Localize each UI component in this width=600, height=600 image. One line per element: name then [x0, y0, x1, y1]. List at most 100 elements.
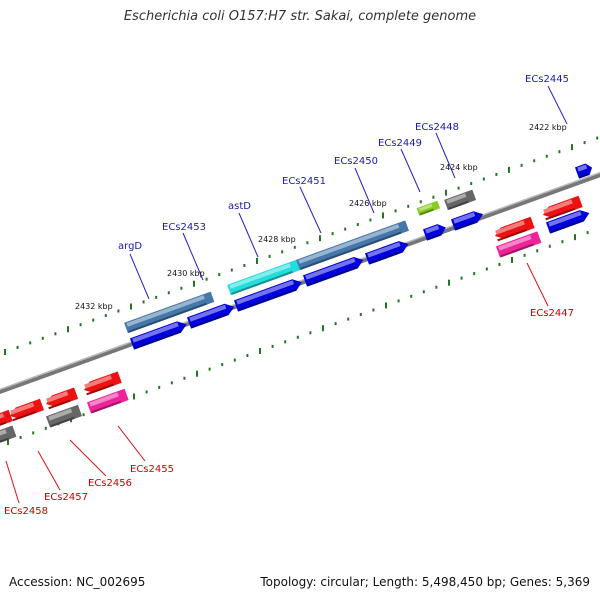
gene-astD-region-shadow	[231, 270, 293, 295]
gene-ECs2456-grey-body	[45, 404, 83, 428]
gene-label-forward: argD	[118, 241, 142, 252]
gene-label-forward: ECs2445	[525, 74, 569, 85]
gene-reverse-5-shine	[46, 391, 69, 403]
gene-reverse-1-shadow	[497, 228, 528, 242]
gene-argD-region-shadow	[128, 302, 207, 333]
gene-forward-8-shadow	[550, 219, 584, 234]
leader-ECs2455	[117, 425, 146, 462]
leader-ECs2445	[547, 85, 568, 125]
gene-reverse-3-body	[0, 409, 13, 427]
gene-ECs2449-green	[416, 200, 441, 216]
leader-ECs2457	[37, 450, 61, 491]
gene-forward-6-shadow	[427, 233, 442, 241]
gene-astD-region-shine	[229, 263, 291, 289]
gene-reverse-5-shadow	[48, 399, 71, 410]
gene-forward-5	[364, 241, 409, 265]
gene-forward-5-shine	[367, 242, 401, 258]
leader-ECs2456	[69, 439, 107, 477]
gene-ECs2448-grey-shadow	[448, 200, 469, 210]
gene-argD-region-shine	[126, 295, 205, 327]
gene-label-reverse: ECs2458	[4, 506, 48, 517]
gene-forward-1-shadow	[134, 330, 182, 350]
genome-backbone-highlight	[0, 171, 600, 391]
gene-forward-1	[129, 321, 187, 350]
leader-ECs2458	[5, 460, 20, 504]
leader-ECs2447	[526, 262, 549, 307]
gene-ECs2458-grey-shadow	[0, 437, 10, 446]
leader-astD	[238, 212, 259, 258]
gene-reverse-2-shadow	[545, 207, 576, 221]
leader-ECs2449	[400, 148, 421, 193]
gene-ECs2451-region	[296, 220, 409, 271]
gene-reverse-4-shadow	[12, 410, 37, 422]
gene-forward-2	[186, 303, 235, 329]
gene-reverse-6-shadow	[86, 383, 115, 396]
gene-forward-6	[422, 224, 446, 241]
accession-text: Accession: NC_002695	[9, 575, 146, 589]
gene-ECs2448-grey-shine	[446, 193, 467, 204]
gene-ECs2458-grey-body	[0, 425, 17, 446]
gene-ECs2447-pink	[495, 231, 542, 258]
gene-forward-3-shadow	[238, 288, 297, 312]
gene-forward-9-shine	[577, 164, 588, 172]
gene-ECs2451-region-shadow	[300, 231, 402, 270]
gene-forward-1-shine	[132, 322, 179, 343]
gene-label-forward: ECs2449	[378, 138, 422, 149]
scale-tick-label: 2432 kbp	[75, 302, 113, 311]
gene-forward-6-body	[422, 224, 446, 241]
scale-tick-label: 2430 kbp	[167, 269, 205, 278]
gene-forward-4-shine	[305, 257, 356, 280]
label-leader-lines	[5, 85, 568, 504]
gene-features	[0, 163, 593, 446]
gene-reverse-3	[0, 409, 13, 429]
tick-marks	[4, 136, 599, 445]
gene-ECs2449-green-body	[416, 200, 441, 216]
gene-ECs2456-grey-shadow	[50, 416, 75, 428]
gene-forward-7	[450, 211, 484, 231]
gene-reverse-4	[10, 398, 45, 422]
gene-label-forward: astD	[228, 201, 251, 212]
gene-ECs2447-pink-shadow	[500, 243, 534, 258]
gene-label-reverse: ECs2457	[44, 492, 88, 503]
leader-ECs2448	[435, 132, 456, 179]
gene-ECs2449-green-shadow	[419, 208, 434, 216]
gene-forward-2-shadow	[191, 313, 229, 329]
gene-reverse-3-shadow	[0, 421, 7, 429]
gene-forward-7-shadow	[455, 220, 478, 231]
genome-summary-text: Topology: circular; Length: 5,498,450 bp…	[260, 575, 590, 589]
gene-reverse-6-shine	[84, 375, 112, 389]
gene-ECs2456-grey-shine	[48, 408, 73, 421]
gene-forward-3-shine	[236, 280, 295, 305]
gene-ECs2458-grey	[0, 425, 17, 446]
gene-ECs2447-pink-shine	[498, 235, 532, 251]
gene-ECs2455-pink-shine	[89, 392, 119, 407]
leader-argD	[129, 253, 150, 300]
gene-forward-5-shadow	[369, 250, 403, 265]
gene-forward-9-shadow	[579, 172, 590, 179]
gene-label-reverse: ECs2456	[88, 478, 132, 489]
gene-reverse-1-shine	[495, 220, 525, 235]
scale-tick-label: 2426 kbp	[349, 199, 387, 208]
gene-ECs2455-pink-shadow	[91, 400, 122, 414]
gene-argD-region	[124, 291, 215, 334]
gene-label-forward: ECs2453	[162, 222, 206, 233]
gene-label-forward: ECs2451	[282, 176, 326, 187]
leader-ECs2451	[299, 186, 322, 234]
gene-reverse-1	[495, 216, 535, 242]
gene-forward-2-shine	[189, 304, 227, 322]
map-title: Escherichia coli O157:H7 str. Sakai, com…	[123, 9, 477, 24]
gene-forward-9	[574, 163, 593, 179]
gene-forward-6-shine	[425, 225, 440, 234]
gene-reverse-2	[543, 195, 583, 221]
gene-ECs2448-grey-body	[444, 189, 477, 211]
gene-ECs2448-grey	[444, 189, 477, 211]
gene-ECs2451-region-shine	[298, 224, 400, 264]
gene-forward-4-shadow	[307, 266, 358, 287]
gene-forward-8-shine	[548, 211, 582, 227]
gene-forward-4	[302, 257, 364, 287]
gene-forward-3	[233, 279, 302, 312]
gene-label-forward: ECs2448	[415, 122, 459, 133]
gene-forward-7-shine	[453, 212, 476, 224]
